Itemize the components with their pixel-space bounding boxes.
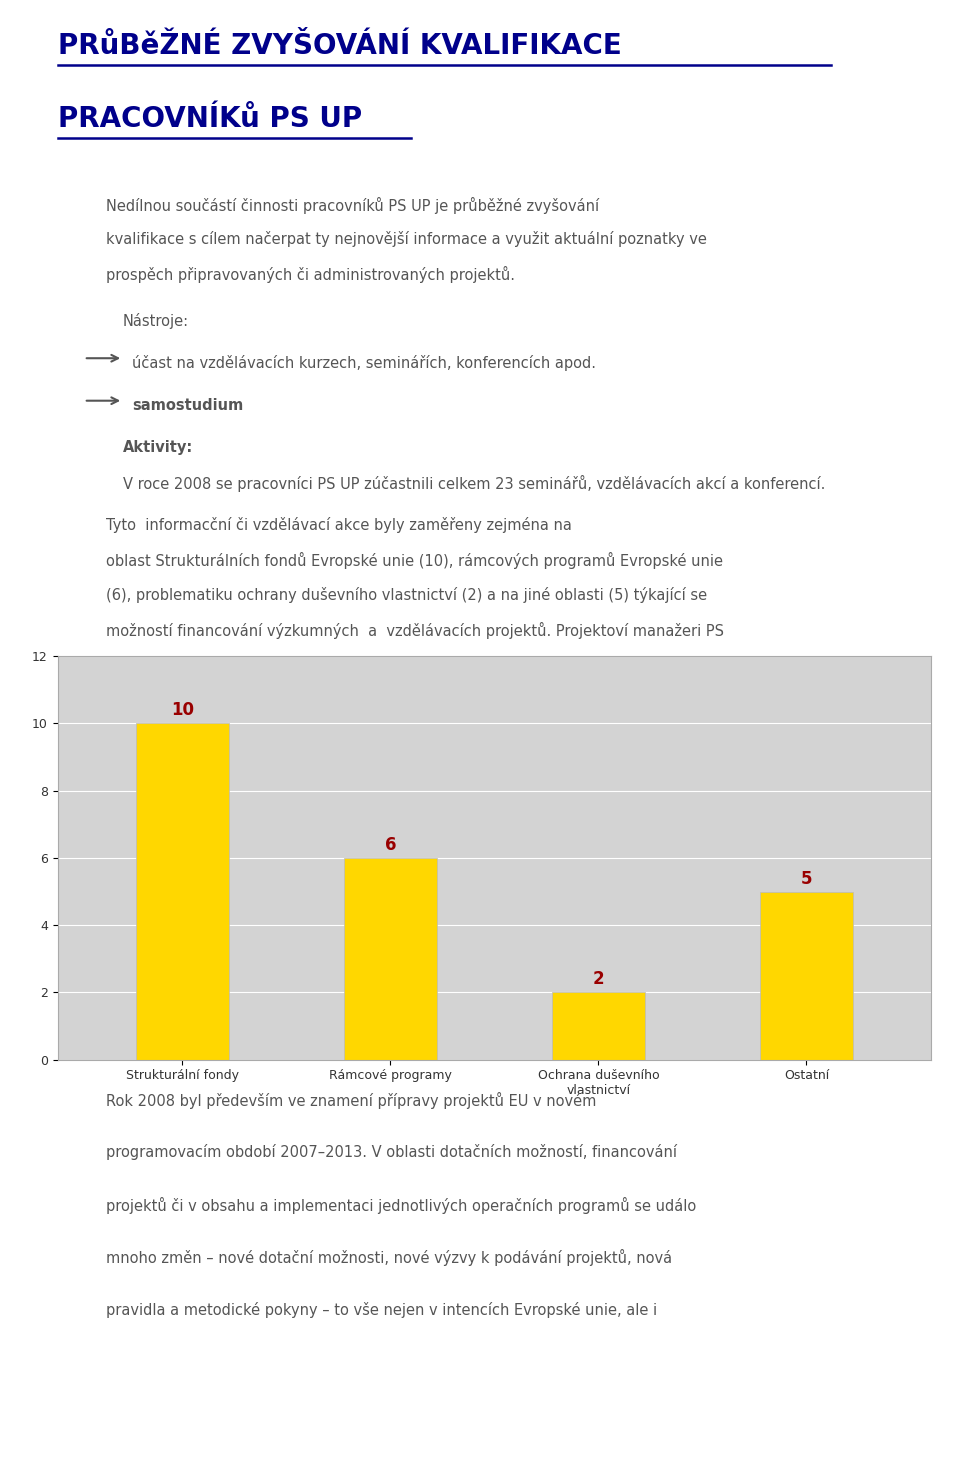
Text: Nedílnou součástí činnosti pracovníků PS UP je průběžné zvyšování: Nedílnou součástí činnosti pracovníků PS… [106,197,599,213]
Text: prospěch připravovaných či administrovaných projektů.: prospěch připravovaných či administrovan… [106,266,515,284]
Text: Aktivity:: Aktivity: [123,440,193,455]
Text: Nástroje:: Nástroje: [123,312,189,328]
Bar [135,724,229,1060]
Text: oblast Strukturálních fondů Evropské unie (10), rámcových programů Evropské unie: oblast Strukturálních fondů Evropské uni… [106,553,723,569]
Bar [552,993,645,1060]
Text: 2: 2 [592,971,604,989]
Text: PRůBěŽNÉ ZVYŠOVÁNÍ KVALIFIKACE: PRůBěŽNÉ ZVYŠOVÁNÍ KVALIFIKACE [58,31,621,59]
Text: V roce 2008 se pracovníci PS UP zúčastnili celkem 23 seminářů, vzdělávacích akcí: V roce 2008 se pracovníci PS UP zúčastni… [123,474,826,492]
Text: 10: 10 [171,702,194,720]
Text: možností financování výzkumných  a  vzdělávacích projektů. Projektoví manažeri P: možností financování výzkumných a vzdělá… [106,622,724,638]
Text: (6), problematiku ochrany duševního vlastnictví (2) a na jiné oblasti (5) týkají: (6), problematiku ochrany duševního vlas… [106,587,707,603]
Text: 5: 5 [801,869,812,888]
Text: účast na vzdělávacích kurzech, seminářích, konferencích apod.: účast na vzdělávacích kurzech, semináříc… [132,355,596,371]
Text: kvalifikace s cílem načerpat ty nejnovější informace a využit aktuální poznatky : kvalifikace s cílem načerpat ty nejnověj… [106,232,707,247]
Text: UP se zúčastnili dvou zahraničních konferencí (Rakousko, Španělsko).: UP se zúčastnili dvou zahraničních konfe… [106,656,615,675]
Text: Rok 2008 byl především ve znamení přípravy projektů EU v novém: Rok 2008 byl především ve znamení přípra… [106,1092,596,1108]
Bar [344,859,437,1060]
Text: samostudium: samostudium [132,398,243,412]
Text: pravidla a metodické pokyny – to vše nejen v intencích Evropské unie, ale i: pravidla a metodické pokyny – to vše nej… [106,1302,657,1318]
Text: 6: 6 [385,837,396,854]
Text: mnoho změn – nové dotační možnosti, nové výzvy k podávání projektů, nová: mnoho změn – nové dotační možnosti, nové… [106,1249,672,1267]
Text: PRACOVNÍKů PS UP: PRACOVNÍKů PS UP [58,105,362,133]
Bar [759,891,853,1060]
Text: projektů či v obsahu a implementaci jednotlivých operačních programů se událo: projektů či v obsahu a implementaci jedn… [106,1197,696,1213]
Text: Tyto  informacční či vzdělávací akce byly zaměřeny zejména na: Tyto informacční či vzdělávací akce byly… [106,517,571,534]
Text: programovacím období 2007–2013. V oblasti dotačních možností, financování: programovacím období 2007–2013. V oblast… [106,1144,677,1160]
